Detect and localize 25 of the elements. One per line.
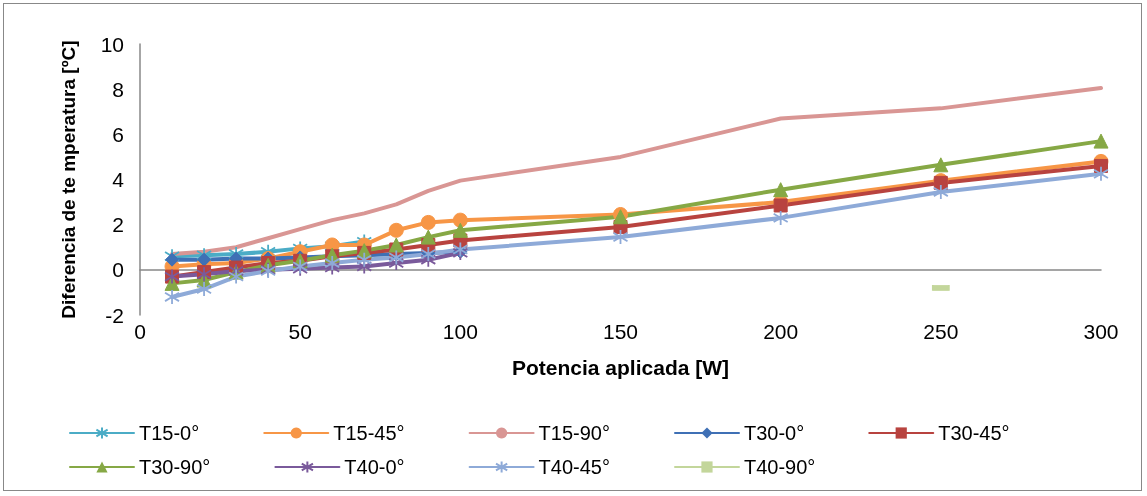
x-tick-label: 300	[1083, 320, 1119, 343]
y-tick-label: 0	[112, 258, 124, 282]
legend-label: T30-0°	[743, 422, 805, 444]
legend-label: T15-0°	[139, 422, 200, 444]
x-tick-label: 150	[602, 320, 639, 343]
x-tick-label: 0	[134, 320, 146, 343]
y-tick-label: 2	[112, 213, 124, 237]
x-axis-title: Potencia aplicada [W]	[511, 356, 730, 379]
x-tick-label: 200	[763, 320, 799, 343]
y-tick-label: 4	[112, 168, 125, 191]
y-axis-title: Diferencia de te mperatura [ºC]	[58, 40, 79, 319]
legend-label: T15-45°	[333, 422, 405, 444]
y-tick-label: -2	[105, 303, 124, 327]
legend-label: T15-90°	[538, 422, 610, 444]
legend-label: T40-0°	[344, 456, 405, 478]
legend-label: T30-45°	[938, 422, 1010, 444]
x-tick-label: 50	[288, 320, 312, 343]
y-tick-label: 10	[100, 32, 124, 56]
x-tick-label: 100	[442, 320, 478, 343]
x-tick-label: 250	[923, 320, 959, 343]
y-tick-label: 8	[112, 77, 124, 101]
legend-label: T30-90°	[139, 456, 211, 478]
legend-label: T40-90°	[743, 456, 816, 478]
y-tick-label: 6	[112, 122, 124, 146]
legend-label: T40-45°	[538, 456, 610, 478]
